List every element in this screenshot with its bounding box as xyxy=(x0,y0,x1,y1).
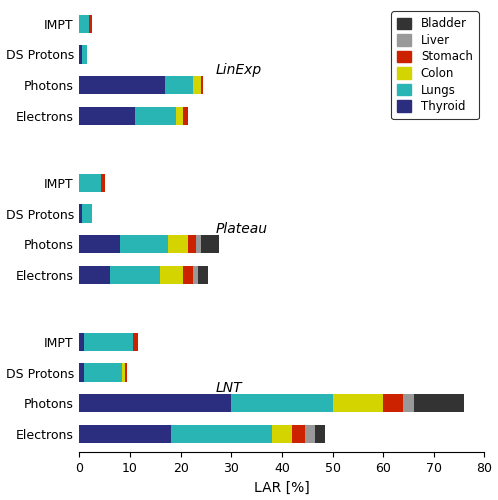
Bar xyxy=(101,174,105,192)
Bar xyxy=(82,204,92,222)
Bar xyxy=(79,266,110,284)
Bar xyxy=(79,394,231,412)
Bar xyxy=(135,106,176,125)
Bar xyxy=(305,424,315,443)
Bar xyxy=(90,14,92,33)
Bar xyxy=(292,424,305,443)
Legend: Bladder, Liver, Stomach, Colon, Lungs, Thyroid: Bladder, Liver, Stomach, Colon, Lungs, T… xyxy=(391,12,479,119)
Bar xyxy=(82,46,87,64)
Bar xyxy=(231,394,333,412)
Bar xyxy=(198,266,209,284)
Bar xyxy=(193,266,198,284)
Bar xyxy=(201,235,219,254)
Bar xyxy=(383,394,403,412)
Bar xyxy=(79,333,85,351)
Bar xyxy=(79,14,90,33)
Bar xyxy=(79,204,82,222)
Bar xyxy=(183,266,193,284)
X-axis label: LAR [%]: LAR [%] xyxy=(254,480,310,494)
Bar xyxy=(413,394,464,412)
Bar xyxy=(183,106,188,125)
Bar xyxy=(403,394,413,412)
Bar xyxy=(110,266,160,284)
Bar xyxy=(79,174,101,192)
Text: LinExp: LinExp xyxy=(216,63,262,77)
Bar xyxy=(176,106,183,125)
Bar xyxy=(85,333,132,351)
Bar xyxy=(79,76,165,94)
Text: LNT: LNT xyxy=(216,381,243,395)
Text: Plateau: Plateau xyxy=(216,222,268,236)
Bar xyxy=(79,235,120,254)
Bar xyxy=(79,424,170,443)
Bar xyxy=(79,106,135,125)
Bar xyxy=(193,76,201,94)
Bar xyxy=(123,364,125,382)
Bar xyxy=(120,235,168,254)
Bar xyxy=(188,235,196,254)
Bar xyxy=(79,46,82,64)
Bar xyxy=(201,76,203,94)
Bar xyxy=(125,364,127,382)
Bar xyxy=(333,394,383,412)
Bar xyxy=(85,364,123,382)
Bar xyxy=(170,424,272,443)
Bar xyxy=(168,235,188,254)
Bar xyxy=(315,424,325,443)
Bar xyxy=(196,235,201,254)
Bar xyxy=(160,266,183,284)
Bar xyxy=(132,333,137,351)
Bar xyxy=(165,76,193,94)
Bar xyxy=(272,424,292,443)
Bar xyxy=(79,364,85,382)
